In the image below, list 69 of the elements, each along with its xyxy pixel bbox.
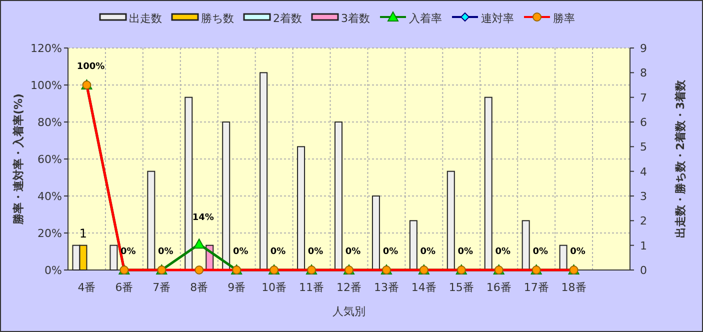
y2-tick-label: 3 bbox=[640, 190, 647, 203]
legend-label: 3着数 bbox=[341, 12, 370, 25]
legend-label: 勝率 bbox=[553, 12, 575, 25]
legend-label: 入着率 bbox=[409, 12, 442, 25]
x-tick-label: 16番 bbox=[486, 281, 512, 294]
x-tick-label: 9番 bbox=[228, 281, 246, 294]
y-tick-label: 120% bbox=[30, 42, 62, 55]
y2-tick-label: 6 bbox=[640, 116, 647, 129]
data-label: 0% bbox=[345, 247, 361, 257]
data-label: 100% bbox=[76, 62, 105, 72]
x-tick-label: 11番 bbox=[299, 281, 324, 294]
bar bbox=[260, 72, 268, 270]
bar bbox=[446, 170, 455, 270]
bar bbox=[334, 122, 342, 270]
legend-label: 出走数 bbox=[129, 12, 162, 25]
data-label: 0% bbox=[308, 247, 324, 257]
y2-tick-label: 7 bbox=[640, 91, 647, 104]
bar bbox=[110, 244, 118, 270]
x-tick-label: 18番 bbox=[561, 281, 586, 294]
bar bbox=[297, 146, 306, 270]
y2-tick-label: 1 bbox=[640, 239, 647, 252]
x-axis-title: 人気別 bbox=[332, 305, 366, 318]
bar bbox=[222, 122, 230, 270]
y-tick-label: 80% bbox=[38, 116, 62, 129]
point bbox=[194, 238, 205, 249]
bar bbox=[484, 96, 492, 270]
data-label: 14% bbox=[192, 213, 214, 224]
x-tick-label: 8番 bbox=[190, 281, 208, 294]
data-label: 0% bbox=[270, 247, 286, 257]
y2-tick-label: 8 bbox=[640, 66, 647, 80]
data-label: 0% bbox=[232, 247, 248, 257]
bar bbox=[409, 220, 418, 270]
data-label: 0% bbox=[158, 247, 174, 257]
bar bbox=[522, 220, 530, 270]
y-tick-label: 40% bbox=[38, 190, 62, 203]
y-tick-label: 20% bbox=[38, 227, 62, 240]
y2-axis-title: 出走数・勝ち数・2着数・3着数 bbox=[674, 78, 687, 238]
legend-label: 勝ち数 bbox=[201, 12, 234, 25]
bar bbox=[184, 96, 193, 270]
data-label: 0% bbox=[458, 247, 474, 257]
bar bbox=[559, 244, 568, 270]
bar bbox=[372, 196, 380, 270]
data-label: 0% bbox=[420, 247, 436, 257]
legend-label: 連対率 bbox=[481, 12, 514, 25]
y-axis-title: 勝率・連対率・入着率(%) bbox=[12, 93, 25, 226]
data-label: 1 bbox=[79, 226, 88, 240]
x-tick-label: 17番 bbox=[524, 281, 549, 294]
data-label: 0% bbox=[570, 247, 586, 257]
y-tick-label: 0% bbox=[44, 264, 62, 277]
y2-tick-label: 0 bbox=[640, 264, 647, 277]
y-tick-label: 60% bbox=[38, 153, 62, 166]
x-tick-label: 15番 bbox=[448, 281, 474, 294]
y2-tick-label: 2 bbox=[640, 214, 647, 228]
y2-tick-label: 5 bbox=[640, 140, 647, 154]
legend-label: 2着数 bbox=[273, 12, 302, 25]
y2-tick-label: 9 bbox=[640, 42, 647, 55]
y-tick-label: 100% bbox=[30, 79, 62, 92]
data-label: 0% bbox=[495, 247, 511, 257]
x-tick-label: 7番 bbox=[152, 281, 171, 294]
data-label: 0% bbox=[382, 247, 398, 257]
data-label: 0% bbox=[532, 247, 548, 257]
x-tick-label: 13番 bbox=[374, 281, 399, 294]
x-tick-label: 12番 bbox=[336, 281, 362, 294]
bar bbox=[147, 170, 156, 270]
x-tick-label: 6番 bbox=[115, 281, 134, 294]
x-tick-label: 14番 bbox=[411, 281, 436, 294]
y2-tick-label: 4 bbox=[640, 165, 647, 178]
x-tick-label: 10番 bbox=[262, 281, 287, 294]
x-tick-label: 4番 bbox=[78, 281, 96, 294]
